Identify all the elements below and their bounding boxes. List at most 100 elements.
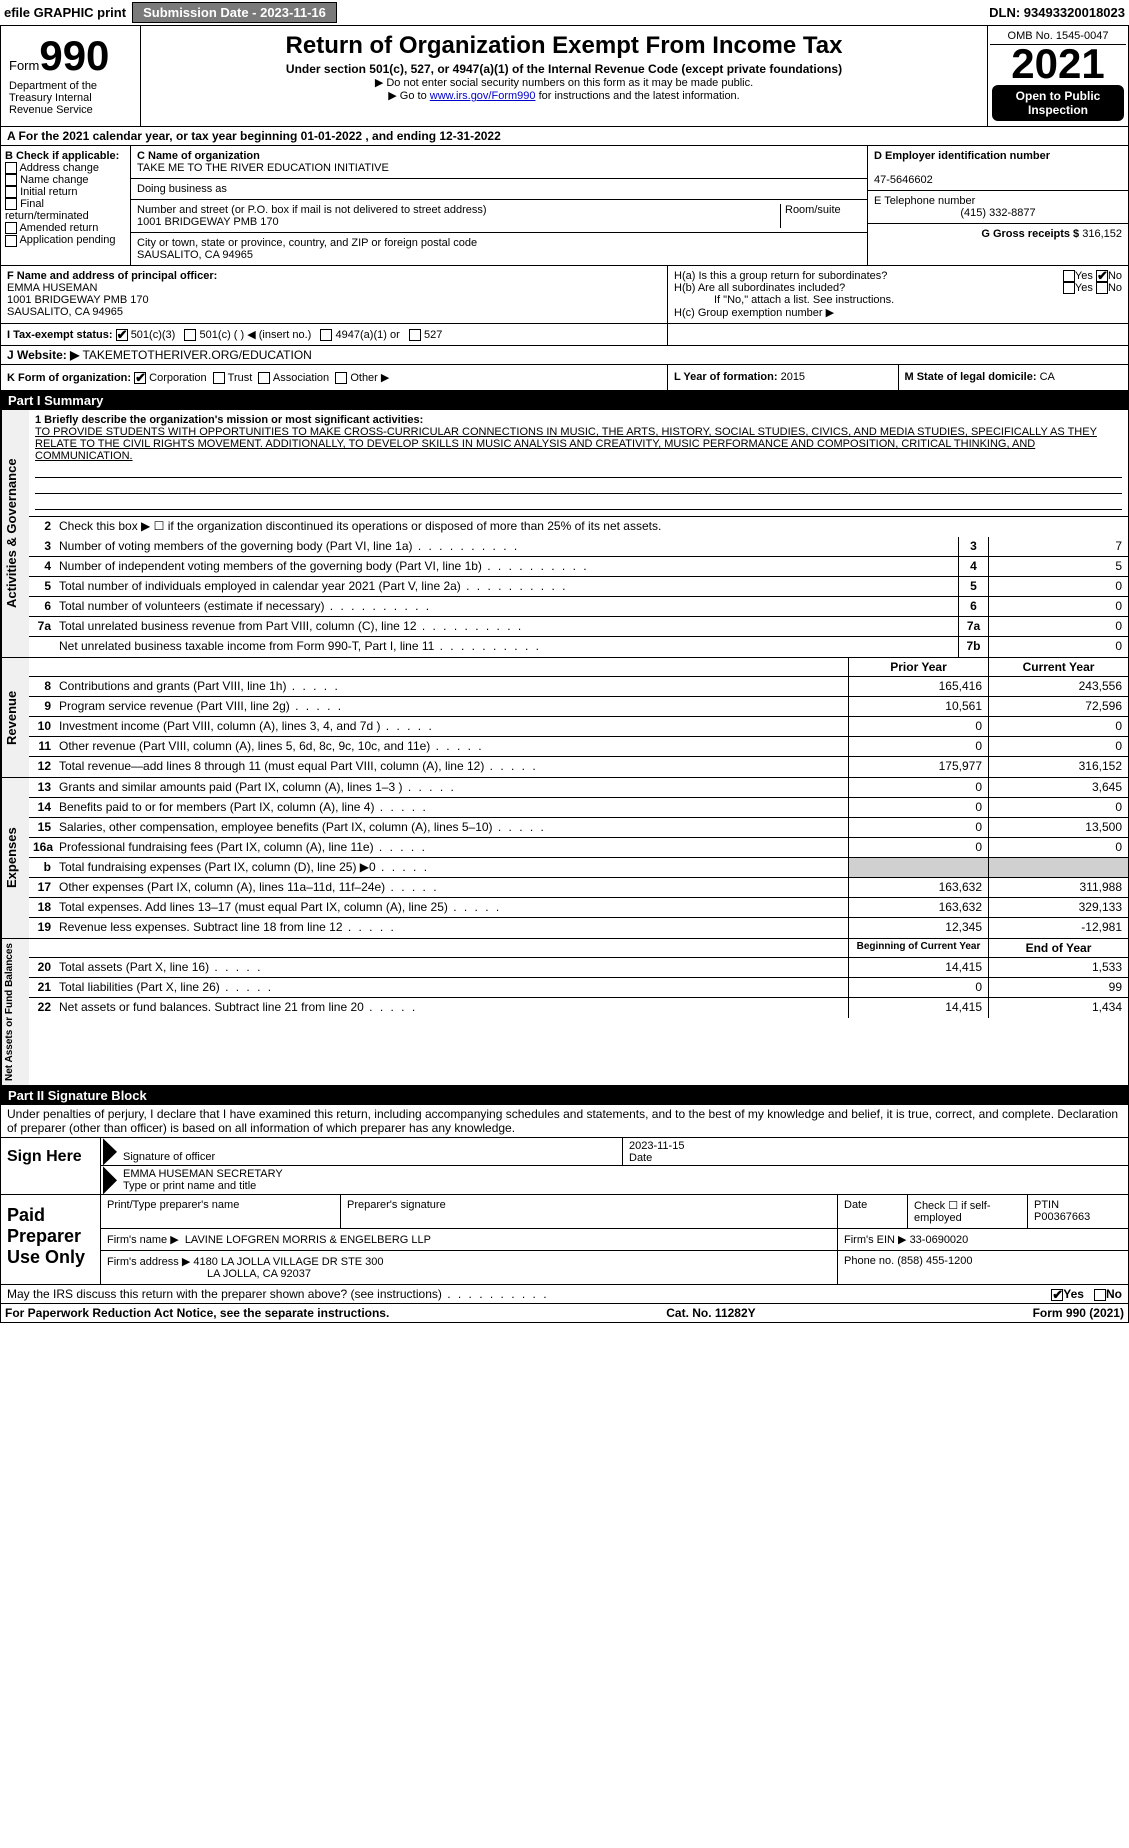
ein-value: 47-5646602: [874, 174, 933, 186]
submission-button[interactable]: Submission Date - 2023-11-16: [132, 2, 337, 23]
line-num: 4: [29, 557, 55, 576]
discuss-no[interactable]: [1094, 1289, 1106, 1301]
section-fh: F Name and address of principal officer:…: [0, 266, 1129, 324]
org-name-box: C Name of organization TAKE ME TO THE RI…: [131, 146, 867, 179]
footer-right: Form 990 (2021): [1033, 1306, 1124, 1320]
prior-value: 0: [848, 798, 988, 817]
addr-value: 1001 BRIDGEWAY PMB 170: [137, 216, 279, 228]
city-value: SAUSALITO, CA 94965: [137, 249, 253, 261]
current-value: [988, 858, 1128, 877]
table-row: 8Contributions and grants (Part VIII, li…: [29, 677, 1128, 697]
check-initial[interactable]: Initial return: [5, 186, 126, 198]
self-emp-check[interactable]: Check ☐ if self-employed: [908, 1195, 1028, 1228]
table-row: 13Grants and similar amounts paid (Part …: [29, 778, 1128, 798]
prep-date-label: Date: [838, 1195, 908, 1228]
check-pending[interactable]: Application pending: [5, 234, 126, 246]
table-row: bTotal fundraising expenses (Part IX, co…: [29, 858, 1128, 878]
table-row: 17Other expenses (Part IX, column (A), l…: [29, 878, 1128, 898]
line-desc: Grants and similar amounts paid (Part IX…: [55, 778, 848, 797]
prior-value: [848, 858, 988, 877]
penalty-text: Under penalties of perjury, I declare th…: [0, 1105, 1129, 1138]
check-4947[interactable]: [320, 329, 332, 341]
irs-link[interactable]: www.irs.gov/Form990: [430, 90, 536, 102]
end-year-header: End of Year: [988, 939, 1128, 957]
ha-no[interactable]: [1096, 270, 1108, 282]
box-f-label: F Name and address of principal officer:: [7, 270, 217, 282]
box-h-cont: [668, 324, 1128, 345]
box-g: G Gross receipts $ 316,152: [868, 224, 1128, 244]
check-527[interactable]: [409, 329, 421, 341]
ha-yes[interactable]: [1063, 270, 1075, 282]
line-num: 5: [29, 577, 55, 596]
netassets-header: Beginning of Current Year End of Year: [29, 939, 1128, 958]
firm-ein-cell: Firm's EIN ▶ 33-0690020: [838, 1229, 1128, 1250]
officer-addr1: 1001 BRIDGEWAY PMB 170: [7, 294, 149, 306]
note-ssn: ▶ Do not enter social security numbers o…: [149, 76, 979, 89]
current-value: 3,645: [988, 778, 1128, 797]
line2-num: 2: [29, 517, 55, 537]
check-501c[interactable]: [184, 329, 196, 341]
prep-name-label: Print/Type preparer's name: [101, 1195, 341, 1228]
check-final[interactable]: Final return/terminated: [5, 198, 126, 222]
form-subtitle: Under section 501(c), 527, or 4947(a)(1)…: [149, 62, 979, 76]
check-501c3[interactable]: [116, 329, 128, 341]
box-c: C Name of organization TAKE ME TO THE RI…: [131, 146, 868, 265]
current-value: 0: [988, 717, 1128, 736]
revenue-header: Prior Year Current Year: [29, 658, 1128, 677]
line-num: 21: [29, 978, 55, 997]
current-value: 1,434: [988, 998, 1128, 1018]
ein-label: D Employer identification number: [874, 150, 1050, 162]
current-year-header: Current Year: [988, 658, 1128, 676]
footer-mid: Cat. No. 11282Y: [666, 1306, 755, 1320]
line-desc: Total assets (Part X, line 16): [55, 958, 848, 977]
check-trust[interactable]: [213, 372, 225, 384]
current-value: -12,981: [988, 918, 1128, 938]
table-row: 19Revenue less expenses. Subtract line 1…: [29, 918, 1128, 938]
prior-value: 14,415: [848, 998, 988, 1018]
line-num: 3: [29, 537, 55, 556]
firm-name-cell: Firm's name ▶ LAVINE LOFGREN MORRIS & EN…: [101, 1229, 838, 1250]
year-formation: 2015: [781, 371, 805, 383]
sign-here-block: Sign Here Signature of officer 2023-11-1…: [0, 1138, 1129, 1195]
prior-value: 175,977: [848, 757, 988, 777]
line-desc: Total unrelated business revenue from Pa…: [55, 617, 958, 636]
phone-label: E Telephone number: [874, 195, 975, 207]
type-name-cell: EMMA HUSEMAN SECRETARY Type or print nam…: [117, 1166, 1128, 1194]
line-ref: 7a: [958, 617, 988, 636]
check-other[interactable]: [335, 372, 347, 384]
mission-block: 1 Briefly describe the organization's mi…: [29, 410, 1128, 517]
form-number: 990: [39, 32, 109, 79]
table-row: 7aTotal unrelated business revenue from …: [29, 617, 1128, 637]
box-c-label: C Name of organization: [137, 150, 260, 162]
line-ref: 5: [958, 577, 988, 596]
line-desc: Net assets or fund balances. Subtract li…: [55, 998, 848, 1018]
prior-value: 0: [848, 778, 988, 797]
check-corp[interactable]: [134, 372, 146, 384]
check-address[interactable]: Address change: [5, 162, 126, 174]
current-value: 243,556: [988, 677, 1128, 696]
line-desc: Salaries, other compensation, employee b…: [55, 818, 848, 837]
hb-note: If "No," attach a list. See instructions…: [674, 294, 1122, 306]
current-value: 1,533: [988, 958, 1128, 977]
check-amended[interactable]: Amended return: [5, 222, 126, 234]
box-h: H(a) Is this a group return for subordin…: [668, 266, 1128, 323]
room-label: Room/suite: [781, 204, 861, 228]
sign-here-label: Sign Here: [1, 1138, 101, 1194]
hb-yes[interactable]: [1063, 282, 1075, 294]
ptin-cell: PTIN P00367663: [1028, 1195, 1128, 1228]
line-num: 19: [29, 918, 55, 938]
line-num: 20: [29, 958, 55, 977]
box-e: E Telephone number (415) 332-8877: [868, 191, 1128, 224]
prior-value: 14,415: [848, 958, 988, 977]
hb-no[interactable]: [1096, 282, 1108, 294]
line-num: 17: [29, 878, 55, 897]
current-value: 0: [988, 737, 1128, 756]
box-b-label: B Check if applicable:: [5, 150, 126, 162]
box-lm: L Year of formation: 2015 M State of leg…: [668, 365, 1128, 390]
check-assoc[interactable]: [258, 372, 270, 384]
check-name[interactable]: Name change: [5, 174, 126, 186]
discuss-yes[interactable]: [1051, 1289, 1063, 1301]
line-num: 9: [29, 697, 55, 716]
table-row: 14Benefits paid to or for members (Part …: [29, 798, 1128, 818]
table-row: Net unrelated business taxable income fr…: [29, 637, 1128, 657]
